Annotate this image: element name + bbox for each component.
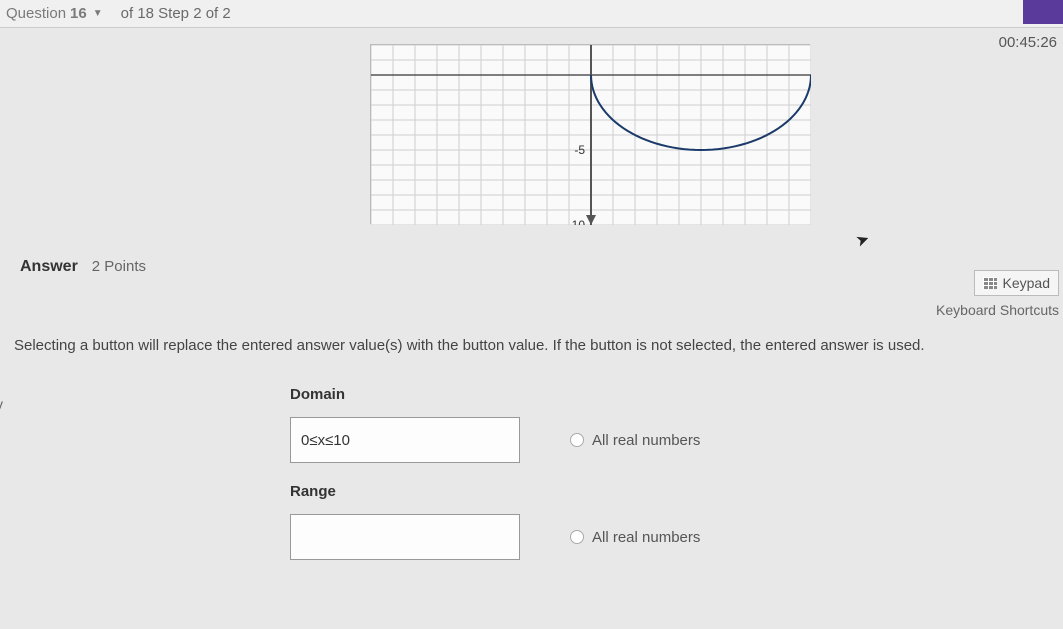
cursor-icon: ➤ bbox=[853, 228, 872, 251]
graph-panel: -5 -10 bbox=[370, 44, 810, 224]
step-text: of 18 Step 2 of 2 bbox=[121, 5, 231, 22]
keypad-label: Keypad bbox=[1003, 275, 1050, 291]
answer-label: Answer bbox=[20, 258, 78, 276]
radio-icon bbox=[570, 433, 584, 447]
keyboard-shortcuts-link[interactable]: Keyboard Shortcuts bbox=[936, 302, 1059, 318]
radio-icon bbox=[570, 530, 584, 544]
answer-form: Domain All real numbers Range All real n… bbox=[290, 386, 890, 580]
range-all-real-label: All real numbers bbox=[592, 529, 700, 546]
keypad-area: Keypad Keyboard Shortcuts bbox=[936, 270, 1063, 318]
points-label: 2 Points bbox=[92, 258, 146, 275]
keypad-icon bbox=[983, 277, 997, 289]
domain-row: All real numbers bbox=[290, 417, 890, 463]
range-input[interactable] bbox=[290, 514, 520, 560]
domain-input[interactable] bbox=[290, 417, 520, 463]
range-label: Range bbox=[290, 483, 890, 500]
instruction-text: Selecting a button will replace the ente… bbox=[14, 335, 1043, 356]
chevron-down-icon[interactable]: ▼ bbox=[93, 8, 103, 19]
accent-bar bbox=[1023, 0, 1063, 24]
question-label: Question bbox=[6, 5, 66, 22]
range-all-real-option[interactable]: All real numbers bbox=[570, 529, 700, 546]
svg-text:-10: -10 bbox=[568, 218, 586, 225]
function-graph: -5 -10 bbox=[371, 45, 811, 225]
range-row: All real numbers bbox=[290, 514, 890, 560]
side-marker: v bbox=[0, 396, 3, 412]
svg-text:-5: -5 bbox=[574, 143, 585, 157]
timer: 00:45:26 bbox=[999, 34, 1057, 51]
keypad-button[interactable]: Keypad bbox=[974, 270, 1059, 296]
question-number[interactable]: 16 bbox=[70, 5, 87, 22]
answer-header: Answer 2 Points bbox=[20, 258, 1063, 276]
domain-all-real-label: All real numbers bbox=[592, 432, 700, 449]
domain-all-real-option[interactable]: All real numbers bbox=[570, 432, 700, 449]
question-header: Question 16 ▼ of 18 Step 2 of 2 bbox=[0, 0, 1063, 28]
domain-label: Domain bbox=[290, 386, 890, 403]
